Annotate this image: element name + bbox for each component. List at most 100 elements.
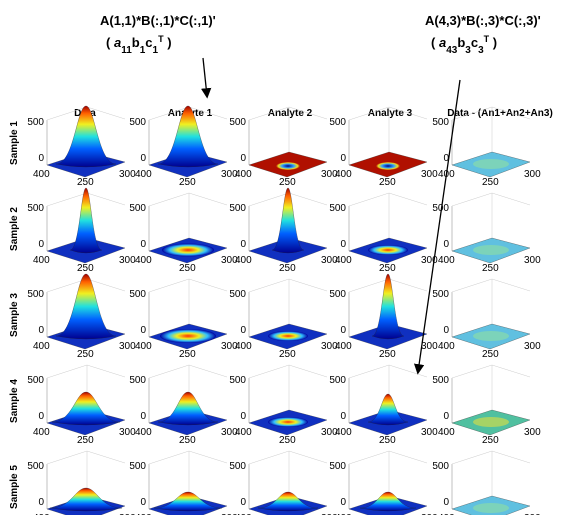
x-tick-label: 250 [77,435,94,446]
z-tick-label: 500 [229,117,246,128]
axis-line [86,106,126,120]
axis-line [86,450,126,464]
term-part: 43 [446,45,458,56]
x-tick-label: 400 [235,341,252,352]
x-tick-label: 400 [335,513,352,515]
x-tick-label: 400 [335,341,352,352]
z-tick-label: 0 [443,325,449,336]
term-part: ( [431,35,439,50]
x-tick-label: 250 [179,435,196,446]
term-part: b [132,35,140,50]
term-part: 3 [478,45,484,56]
z-tick-label: 0 [38,411,44,422]
y-tick-label: 300 [421,169,438,180]
z-tick-label: 0 [140,497,146,508]
z-tick-label: 500 [229,289,246,300]
z-tick-label: 0 [38,239,44,250]
term-part: 11 [121,45,132,56]
axis-line [491,450,531,464]
z-tick-label: 500 [129,461,146,472]
z-tick-label: 500 [229,203,246,214]
x-tick-label: 400 [135,513,152,515]
axis-line [451,278,493,293]
axis-line [491,364,531,378]
z-tick-label: 0 [140,153,146,164]
surface-peak [69,187,103,254]
axis-line [46,192,88,207]
axis-line [288,106,328,120]
z-tick-label: 0 [140,325,146,336]
z-tick-label: 0 [240,497,246,508]
axis-line [86,192,126,206]
term-part: 1 [140,45,146,56]
row-label: Sample 2 [9,207,20,251]
axis-line [86,278,126,292]
z-tick-label: 500 [129,117,146,128]
z-tick-label: 0 [240,411,246,422]
arrow [201,57,212,99]
axis-line [451,192,493,207]
x-tick-label: 400 [135,427,152,438]
z-tick-label: 500 [27,289,44,300]
y-tick-label: 300 [221,255,238,266]
x-tick-label: 250 [482,349,499,360]
surface-peak [359,491,417,512]
term-part: c [145,35,152,50]
x-tick-label: 250 [379,349,396,360]
x-tick-label: 400 [335,255,352,266]
y-tick-label: 300 [221,427,238,438]
axis-line [348,192,390,207]
y-tick-label: 300 [119,427,136,438]
z-tick-label: 500 [27,461,44,472]
axis-line [188,106,228,120]
z-tick-label: 0 [340,239,346,250]
row-label: Sample 3 [9,293,20,337]
axis-line [388,106,428,120]
x-tick-label: 400 [33,169,50,180]
annotation-term: ( a11b1c1T ) [106,34,172,56]
x-tick-label: 400 [335,427,352,438]
z-tick-label: 0 [443,153,449,164]
axis-line [388,278,428,292]
axis-line [491,192,531,206]
z-tick-label: 0 [38,325,44,336]
z-tick-label: 0 [240,153,246,164]
z-tick-label: 0 [240,325,246,336]
axis-line [451,106,493,121]
column-header: Analyte 2 [268,108,313,119]
x-tick-label: 400 [438,341,455,352]
y-tick-label: 300 [119,341,136,352]
axis-line [248,278,290,293]
axis-line [188,192,228,206]
z-tick-label: 500 [329,203,346,214]
x-tick-label: 250 [279,349,296,360]
axis-line [451,450,493,465]
surface-spot [473,503,509,513]
x-tick-label: 250 [482,263,499,274]
z-tick-label: 500 [432,117,449,128]
y-tick-label: 300 [119,169,136,180]
axis-line [188,364,228,378]
y-tick-label: 300 [321,169,338,180]
surface-spot [473,245,509,255]
row-label: Sample 4 [9,379,20,423]
z-tick-label: 0 [38,153,44,164]
column-header: Analyte 3 [368,108,413,119]
x-tick-label: 400 [33,255,50,266]
y-tick-label: 300 [321,341,338,352]
axis-line [388,192,428,206]
z-tick-label: 0 [340,411,346,422]
axis-line [348,106,390,121]
y-tick-label: 300 [221,513,238,515]
y-tick-label: 300 [524,427,541,438]
